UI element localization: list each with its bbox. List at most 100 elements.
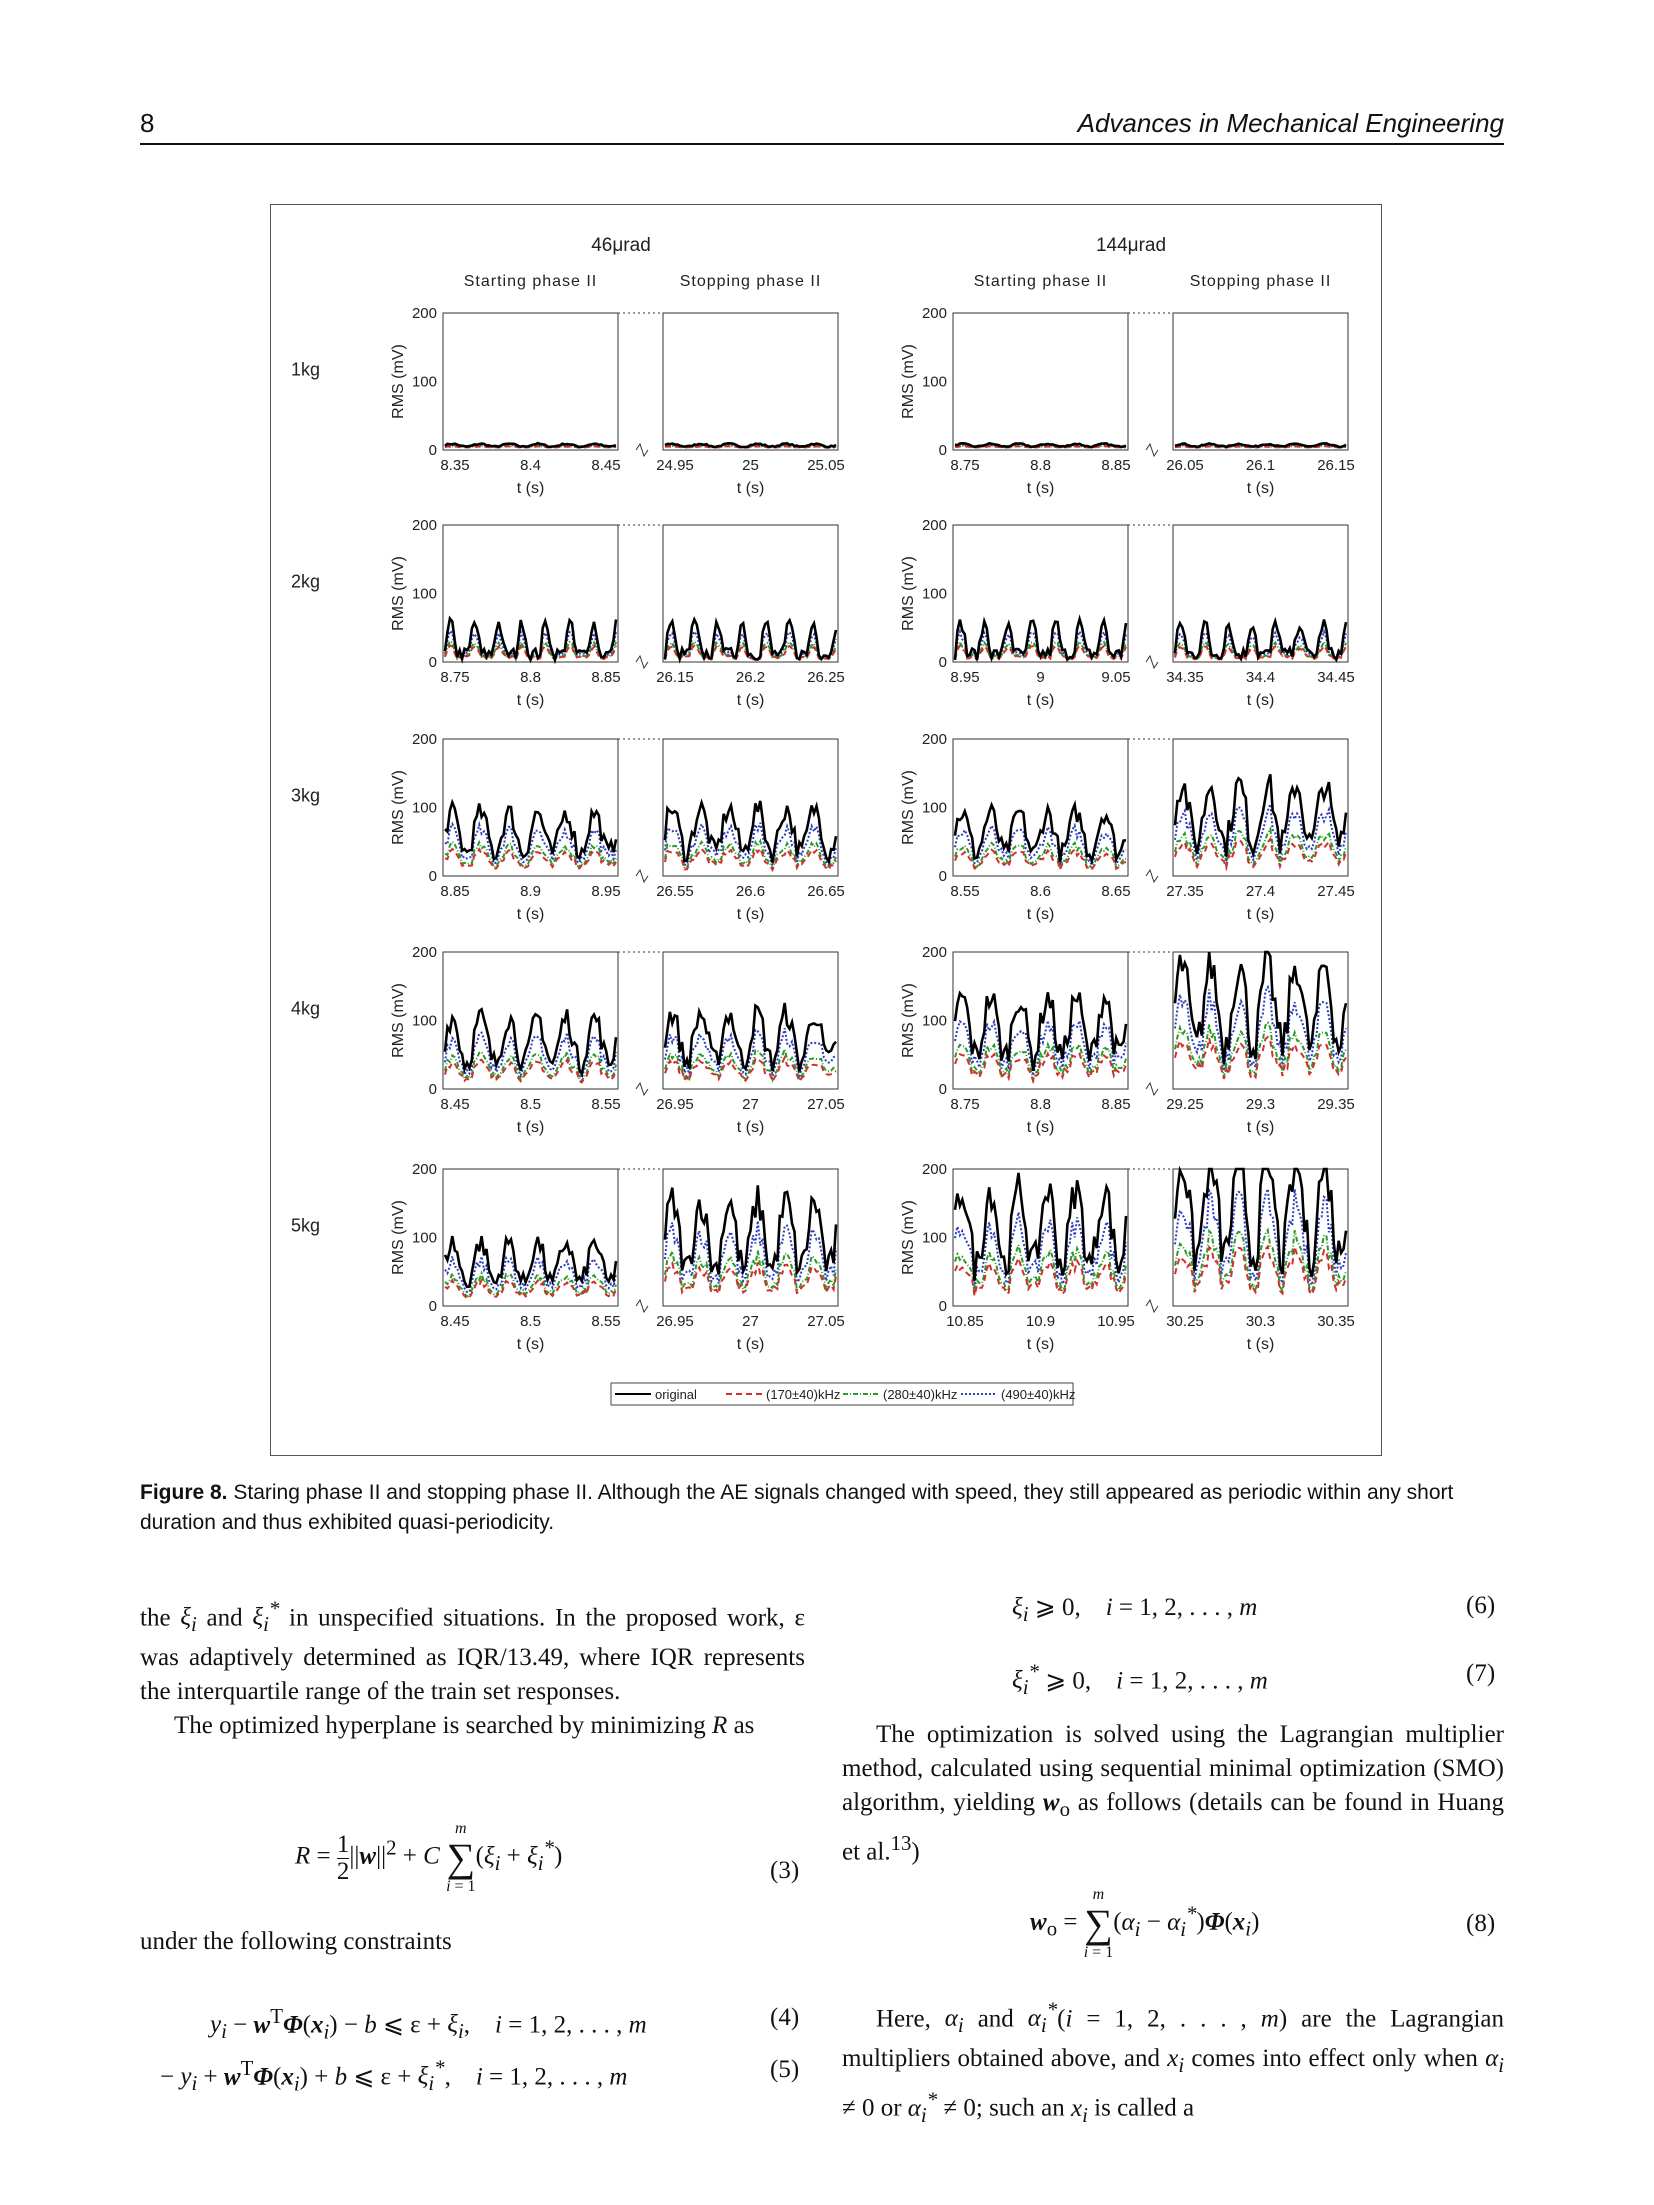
series-line — [664, 820, 837, 868]
equation-8: wo = m ∑ i = 1 (αi − αi*)Φ(xi) — [1030, 1886, 1260, 1961]
y-tick-label: 0 — [429, 654, 437, 671]
y-tick-label: 100 — [412, 374, 437, 391]
x-tick-label: 8.6 — [1030, 883, 1051, 900]
x-tick-label: 34.45 — [1317, 669, 1355, 686]
x-tick-label: 26.95 — [656, 1313, 694, 1330]
y-tick-label: 100 — [922, 800, 947, 817]
x-axis-label: t (s) — [517, 1336, 545, 1353]
series-line — [1174, 1227, 1347, 1295]
legend-box — [610, 1382, 1074, 1406]
series-line — [443, 615, 618, 665]
equation-4: yi − wTΦ(xi) − b ⩽ ε + ξi, i = 1, 2, . .… — [210, 2004, 647, 2044]
series-line — [953, 1172, 1128, 1281]
panel-axes — [952, 738, 1129, 877]
x-tick-label: 8.95 — [591, 883, 620, 900]
series-line — [664, 1220, 837, 1285]
y-axis-label: RMS (mV) — [900, 1200, 917, 1275]
series-line — [443, 1233, 618, 1289]
x-tick-label: 8.85 — [1101, 457, 1130, 474]
y-axis-label: RMS (mV) — [900, 556, 917, 631]
x-tick-label: 25.05 — [807, 457, 845, 474]
y-axis-label: RMS (mV) — [390, 344, 407, 419]
equation-5: − yi + wTΦ(xi) + b ⩽ ε + ξi*, i = 1, 2, … — [160, 2056, 628, 2096]
equation-6: ξi ⩾ 0, i = 1, 2, . . . , m — [1012, 1594, 1258, 1626]
x-tick-label: 8.55 — [591, 1313, 620, 1330]
x-axis-label: t (s) — [1027, 480, 1055, 497]
x-tick-label: 27.45 — [1317, 883, 1355, 900]
y-tick-label: 0 — [939, 442, 947, 459]
series-line — [954, 1017, 1127, 1076]
left-paragraph-2: The optimized hyperplane is searched by … — [174, 1712, 755, 1740]
x-tick-label: 26.95 — [656, 1096, 694, 1113]
equation-5-number: (5) — [770, 2056, 800, 2083]
panel-title: Stopping phase II — [680, 273, 822, 290]
left-column-top: the ξi and ξi* in unspecified situations… — [140, 1592, 805, 1743]
x-tick-label: 8.75 — [440, 669, 469, 686]
series-line — [954, 1241, 1127, 1294]
axis-break-mark — [1145, 868, 1159, 884]
series-line — [444, 839, 617, 869]
x-tick-label: 8.75 — [950, 1096, 979, 1113]
series-line — [1174, 441, 1347, 449]
y-axis-label: RMS (mV) — [390, 556, 407, 631]
series-line — [664, 1027, 837, 1080]
panel-axes — [1172, 312, 1349, 451]
series-line — [663, 616, 838, 664]
series-line — [1174, 826, 1347, 868]
series-line — [444, 639, 617, 662]
series-line — [444, 847, 617, 870]
x-tick-label: 8.5 — [520, 1096, 541, 1113]
axis-break-mark — [635, 654, 649, 670]
y-tick-label: 100 — [412, 1013, 437, 1030]
y-tick-label: 0 — [429, 868, 437, 885]
y-tick-label: 200 — [412, 517, 437, 534]
x-tick-label: 8.55 — [591, 1096, 620, 1113]
x-tick-label: 8.8 — [520, 669, 541, 686]
y-tick-label: 0 — [939, 654, 947, 671]
series-line — [1173, 1165, 1348, 1278]
series-line — [444, 798, 618, 862]
x-tick-label: 30.35 — [1317, 1313, 1355, 1330]
x-tick-label: 27.4 — [1246, 883, 1275, 900]
equation-8-number: (8) — [1466, 1910, 1496, 1937]
panel-axes — [442, 312, 619, 451]
y-tick-label: 100 — [922, 1230, 947, 1247]
series-line — [443, 1007, 618, 1078]
panel-axes — [662, 1168, 839, 1307]
x-tick-label: 8.85 — [591, 669, 620, 686]
caption-label: Figure 8. — [140, 1481, 228, 1504]
series-line — [664, 1054, 837, 1084]
y-tick-label: 100 — [922, 374, 947, 391]
panel-title: Starting phase II — [974, 273, 1108, 290]
series-line — [1174, 1020, 1347, 1078]
x-tick-label: 25 — [742, 457, 759, 474]
series-line — [444, 441, 617, 449]
x-tick-label: 30.25 — [1166, 1313, 1204, 1330]
series-line — [664, 1045, 837, 1083]
x-tick-label: 8.95 — [950, 669, 979, 686]
series-line — [1173, 616, 1348, 663]
legend-entry: (170±40)kHz — [766, 1387, 840, 1402]
legend-entry: (280±40)kHz — [883, 1387, 957, 1402]
y-axis-label: RMS (mV) — [900, 344, 917, 419]
series-line — [663, 1185, 838, 1277]
y-axis-label: RMS (mV) — [390, 1200, 407, 1275]
series-line — [664, 441, 837, 449]
x-tick-label: 29.35 — [1317, 1096, 1355, 1113]
x-axis-label: t (s) — [737, 692, 765, 709]
x-tick-label: 26.1 — [1246, 457, 1275, 474]
series-line — [444, 445, 617, 449]
right-paragraph-2: Here, αi and αi*(i = 1, 2, . . . , m) ar… — [842, 1998, 1504, 2127]
x-axis-label: t (s) — [1027, 1119, 1055, 1136]
right-paragraph-1: The optimization is solved using the Lag… — [842, 1721, 1505, 1866]
panel-title: Starting phase II — [464, 273, 598, 290]
y-tick-label: 200 — [412, 731, 437, 748]
legend-entry: (490±40)kHz — [1001, 1387, 1075, 1402]
y-tick-label: 200 — [922, 517, 947, 534]
x-tick-label: 9.05 — [1101, 669, 1130, 686]
page-number: 8 — [140, 108, 155, 138]
x-tick-label: 26.2 — [736, 669, 765, 686]
journal-title: Advances in Mechanical Engineering — [1077, 108, 1504, 138]
row-label: 3kg — [291, 786, 320, 806]
x-tick-label: 10.85 — [946, 1313, 984, 1330]
